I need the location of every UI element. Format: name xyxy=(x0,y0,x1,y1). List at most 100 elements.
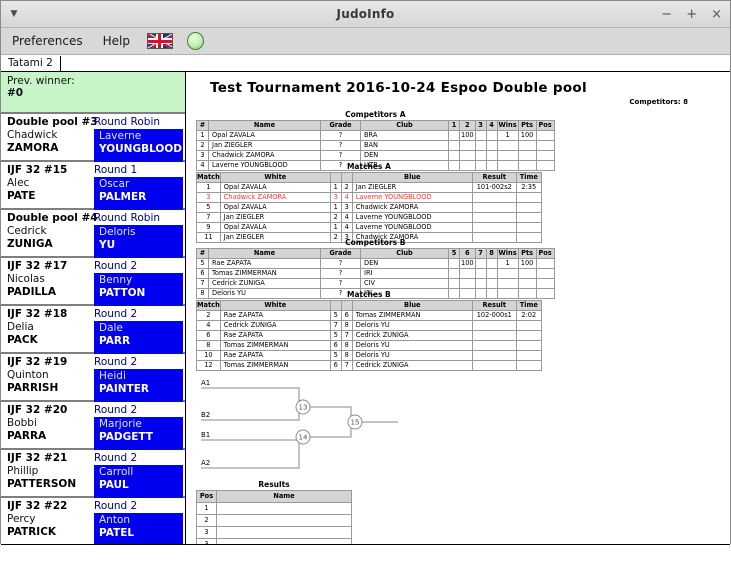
match-white-side: IJF 32 #20 Bobbi PARRA xyxy=(7,404,91,443)
table-cell xyxy=(515,222,542,233)
blue-competitor-box: Benny PATTON xyxy=(94,273,183,306)
column-header: Club xyxy=(360,120,449,131)
green-status-light-icon[interactable] xyxy=(186,32,204,50)
blue-last-name: PAINTER xyxy=(99,383,149,395)
match-round: Round 2 xyxy=(94,308,138,320)
match-blue-side: Round 2 Heidi PAINTER xyxy=(94,356,185,402)
table-row: 12 Tomas ZIMMERMAN 6 7 Cedrick ZUNIGA xyxy=(196,360,542,371)
table-cell: 101-002s2 xyxy=(471,182,517,193)
menu-item-preferences[interactable]: Preferences xyxy=(12,34,83,48)
table-cell xyxy=(496,268,519,279)
table-cell: 3 xyxy=(196,538,217,544)
column-header: 8 xyxy=(485,248,498,259)
match-list-sidebar[interactable]: Prev. winner: #0 Double pool #3 Chadwick Z… xyxy=(1,72,186,544)
column-header: Time xyxy=(515,172,542,183)
table-cell xyxy=(474,130,487,141)
tab-tatami-2[interactable]: Tatami 2 xyxy=(1,56,61,71)
table-cell xyxy=(485,268,498,279)
match-round: Round 2 xyxy=(94,260,138,272)
match-category: IJF 32 #22 xyxy=(7,500,68,512)
table-cell xyxy=(485,278,498,289)
table-row: 6 Rae ZAPATA 5 7 Cedrick ZUNIGA xyxy=(196,330,542,341)
sidebar-match-row[interactable]: IJF 32 #20 Bobbi PARRA Round 2 Marjorie PADGE… xyxy=(1,402,185,450)
table-cell xyxy=(459,140,476,151)
sidebar-match-row[interactable]: IJF 32 #22 Percy PATRICK Round 2 Anton PATEL xyxy=(1,498,185,544)
table-cell xyxy=(474,258,487,269)
table-cell: 3 xyxy=(329,192,342,203)
table-cell: 6 xyxy=(329,340,342,351)
sidebar-match-row[interactable]: IJF 32 #21 Phillip PATTERSON Round 2 Carroll… xyxy=(1,450,185,498)
table-cell: 4 xyxy=(340,212,353,223)
table-row: 3 xyxy=(196,526,352,539)
blue-first-name: Oscar xyxy=(99,178,130,190)
minimize-icon[interactable]: − xyxy=(661,6,673,22)
white-last-name: PATRICK xyxy=(7,526,57,538)
blue-last-name: PATTON xyxy=(99,287,146,299)
table-cell xyxy=(515,350,542,361)
table-cell: 7 xyxy=(340,330,353,341)
column-header: 7 xyxy=(474,248,487,259)
white-first-name: Cedrick xyxy=(7,225,47,237)
table-cell xyxy=(535,288,555,299)
table-cell: Cedrick ZUNIGA xyxy=(351,330,473,341)
blue-competitor-box: Heidi PAINTER xyxy=(94,369,183,402)
match-blue-side: Round Robin Deloris YU xyxy=(94,212,185,258)
maximize-icon[interactable]: + xyxy=(686,6,698,22)
sidebar-match-row[interactable]: IJF 32 #17 Nicolas PADILLA Round 2 Benny PATT… xyxy=(1,258,185,306)
table-cell xyxy=(496,278,519,289)
table-row: 4 Laverne YOUNGBLOOD? UZB xyxy=(196,160,555,171)
white-last-name: PADILLA xyxy=(7,286,56,298)
table-cell: Jan ZIEGLER xyxy=(351,182,473,193)
svg-text:A1: A1 xyxy=(201,379,210,387)
table-cell: 2 xyxy=(196,140,209,151)
table-row: 2 Rae ZAPATA 5 6 Tomas ZIMMERMAN 102-000s1 2:0… xyxy=(196,310,542,321)
white-first-name: Phillip xyxy=(7,465,39,477)
table-cell: ? xyxy=(320,130,361,141)
sidebar-match-row[interactable]: IJF 32 #15 Alec PATE Round 1 Oscar PALMER xyxy=(1,162,185,210)
match-category: IJF 32 #20 xyxy=(7,404,68,416)
table-cell: Jan ZIEGLER xyxy=(219,212,331,223)
table-cell: 100 xyxy=(459,130,476,141)
blue-first-name: Heidi xyxy=(99,370,126,382)
blue-competitor-box: Laverne YOUNGBLOOD xyxy=(94,129,183,162)
union-jack-flag-icon[interactable] xyxy=(146,33,173,49)
column-header: # xyxy=(196,248,209,259)
table-cell xyxy=(448,150,460,161)
table-cell: 1 xyxy=(496,130,519,141)
match-blue-side: Round 2 Anton PATEL xyxy=(94,500,185,544)
match-round: Round Robin xyxy=(94,116,161,128)
table-cell: 1 xyxy=(496,258,519,269)
match-category: Double pool #3 xyxy=(7,116,98,128)
sidebar-match-row[interactable]: IJF 32 #19 Quinton PARRISH Round 2 Heidi PAIN… xyxy=(1,354,185,402)
blue-last-name: PAUL xyxy=(99,479,129,491)
table-cell: Deloris YU xyxy=(351,320,473,331)
table-cell: 100 xyxy=(459,258,476,269)
table-cell: 8 xyxy=(340,340,353,351)
column-header: Match xyxy=(196,300,221,311)
table-cell: 5 xyxy=(329,350,342,361)
table-cell xyxy=(474,268,487,279)
table-cell: Laverne YOUNGBLOOD xyxy=(351,192,473,203)
sidebar-match-row[interactable]: Double pool #4 Cedrick ZUNIGA Round Robin De… xyxy=(1,210,185,258)
close-icon[interactable]: × xyxy=(711,6,722,22)
table-cell xyxy=(535,278,555,289)
column-header: 5 xyxy=(448,248,460,259)
sidebar-match-rows: Double pool #3 Chadwick ZAMORA Round Robin L… xyxy=(1,114,185,544)
table-cell: 8 xyxy=(340,350,353,361)
match-category: IJF 32 #15 xyxy=(7,164,68,176)
table-cell: Jan ZIEGLER xyxy=(208,140,321,151)
window-menu-icon[interactable]: ▼ xyxy=(10,9,18,19)
table-cell: DEN xyxy=(360,150,449,161)
matches-a-block: Matches A Match White Blue Result Time 1 Opal … xyxy=(196,162,542,243)
column-header: 1 xyxy=(448,120,460,131)
sidebar-match-row[interactable]: IJF 32 #18 Delia PACK Round 2 Dale PARR xyxy=(1,306,185,354)
white-last-name: PARRISH xyxy=(7,382,59,394)
table-cell: 1 xyxy=(196,130,209,141)
table-cell xyxy=(471,360,517,371)
blue-competitor-box: Deloris YU xyxy=(94,225,183,258)
menu-item-help[interactable]: Help xyxy=(102,34,130,48)
table-cell xyxy=(474,278,487,289)
table-cell: Deloris YU xyxy=(351,340,473,351)
match-white-side: IJF 32 #22 Percy PATRICK xyxy=(7,500,91,539)
sidebar-match-row[interactable]: Double pool #3 Chadwick ZAMORA Round Robin L… xyxy=(1,114,185,162)
